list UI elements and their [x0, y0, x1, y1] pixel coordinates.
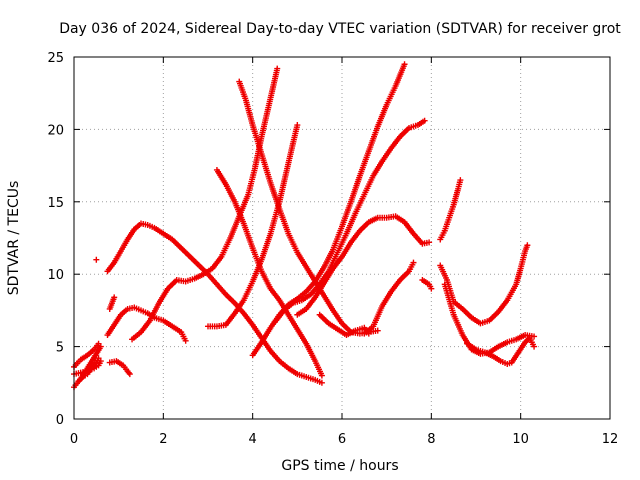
chart-title: Day 036 of 2024, Sidereal Day-to-day VTE… [59, 21, 621, 37]
series-arc-t [437, 177, 464, 243]
series-arc-q [316, 311, 372, 339]
data-point-markers [464, 334, 538, 367]
y-tick-label: 10 [47, 268, 64, 283]
y-tick-label: 0 [56, 413, 64, 428]
series-arc-w [464, 334, 538, 367]
y-tick-label: 25 [47, 51, 64, 66]
data-point-markers [316, 311, 372, 339]
data-point-markers [106, 294, 118, 312]
series-arc-d [75, 355, 102, 385]
data-point-markers [104, 304, 189, 344]
data-point-markers [93, 256, 100, 263]
y-tick-label: 5 [56, 341, 64, 356]
data-point-markers [437, 242, 531, 327]
series-arc-o [272, 117, 428, 325]
series-arc-h [106, 294, 118, 312]
series-arc-k [205, 122, 301, 330]
data-point-markers [205, 122, 301, 330]
series-arc-n [249, 61, 408, 359]
data-points [71, 61, 538, 391]
y-tick-label: 15 [47, 196, 64, 211]
series-arc-r [361, 259, 417, 337]
series-arc-p [294, 213, 433, 318]
x-tick-label: 12 [602, 432, 619, 447]
data-point-markers [361, 259, 417, 337]
series-arc-i [106, 358, 133, 378]
data-point-markers [294, 213, 433, 318]
x-tick-label: 0 [70, 432, 78, 447]
data-point-markers [106, 358, 133, 378]
x-tick-label: 2 [159, 432, 167, 447]
data-point-markers [104, 220, 325, 386]
data-point-markers [75, 355, 102, 385]
x-tick-label: 4 [249, 432, 257, 447]
x-tick-label: 10 [512, 432, 529, 447]
data-point-markers [129, 65, 281, 343]
x-tick-label: 6 [338, 432, 346, 447]
series-arc-s [419, 276, 435, 292]
series-arc-u [437, 242, 531, 327]
y-axis-label: SDTVAR / TECUs [6, 181, 22, 296]
data-point-markers [272, 117, 428, 325]
data-point-markers [249, 61, 408, 359]
x-axis-label: GPS time / hours [281, 458, 398, 474]
axis-ticks [73, 56, 611, 420]
data-point-markers [437, 177, 464, 243]
series-arc-g [104, 304, 189, 344]
tick-labels: 0 2 4 6 8 10 12 0 5 10 15 20 25 [47, 51, 618, 447]
x-tick-label: 8 [427, 432, 435, 447]
y-tick-label: 20 [47, 123, 64, 138]
series-arc-m [236, 78, 381, 337]
data-point-markers [419, 276, 435, 292]
series-arc-f [104, 220, 325, 386]
series-arc-j [129, 65, 281, 343]
series-arc-e [93, 256, 100, 263]
data-point-markers [236, 78, 381, 337]
